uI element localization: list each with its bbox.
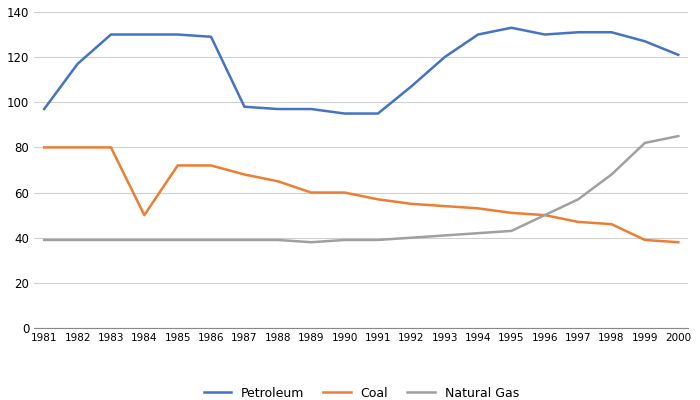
Natural Gas <box>674 134 682 138</box>
Petroleum <box>140 32 148 37</box>
Petroleum <box>340 111 349 116</box>
Natural Gas <box>274 238 282 242</box>
Petroleum <box>440 55 449 60</box>
Legend: Petroleum, Coal, Natural Gas: Petroleum, Coal, Natural Gas <box>199 382 524 400</box>
Coal <box>207 163 216 168</box>
Petroleum <box>508 25 516 30</box>
Natural Gas <box>340 238 349 242</box>
Coal <box>106 145 115 150</box>
Line: Natural Gas: Natural Gas <box>44 136 678 242</box>
Natural Gas <box>40 238 48 242</box>
Natural Gas <box>474 231 482 236</box>
Petroleum <box>640 39 649 44</box>
Line: Coal: Coal <box>44 147 678 242</box>
Coal <box>40 145 48 150</box>
Coal <box>608 222 616 226</box>
Natural Gas <box>307 240 316 245</box>
Petroleum <box>474 32 482 37</box>
Petroleum <box>307 107 316 112</box>
Coal <box>174 163 182 168</box>
Petroleum <box>240 104 248 109</box>
Coal <box>274 179 282 184</box>
Petroleum <box>274 107 282 112</box>
Natural Gas <box>508 228 516 233</box>
Coal <box>407 202 416 206</box>
Natural Gas <box>608 172 616 177</box>
Coal <box>440 204 449 208</box>
Petroleum <box>574 30 582 35</box>
Petroleum <box>407 84 416 89</box>
Petroleum <box>74 62 82 66</box>
Petroleum <box>106 32 115 37</box>
Line: Petroleum: Petroleum <box>44 28 678 114</box>
Natural Gas <box>574 197 582 202</box>
Coal <box>574 220 582 224</box>
Coal <box>474 206 482 211</box>
Petroleum <box>40 107 48 112</box>
Petroleum <box>608 30 616 35</box>
Coal <box>74 145 82 150</box>
Petroleum <box>207 34 216 39</box>
Natural Gas <box>374 238 382 242</box>
Petroleum <box>674 52 682 57</box>
Natural Gas <box>407 235 416 240</box>
Coal <box>508 210 516 215</box>
Coal <box>307 190 316 195</box>
Coal <box>240 172 248 177</box>
Natural Gas <box>440 233 449 238</box>
Natural Gas <box>174 238 182 242</box>
Natural Gas <box>640 140 649 145</box>
Petroleum <box>374 111 382 116</box>
Natural Gas <box>207 238 216 242</box>
Coal <box>374 197 382 202</box>
Coal <box>140 213 148 218</box>
Coal <box>540 213 549 218</box>
Coal <box>340 190 349 195</box>
Natural Gas <box>540 213 549 218</box>
Natural Gas <box>240 238 248 242</box>
Natural Gas <box>140 238 148 242</box>
Coal <box>674 240 682 245</box>
Petroleum <box>540 32 549 37</box>
Petroleum <box>174 32 182 37</box>
Natural Gas <box>106 238 115 242</box>
Natural Gas <box>74 238 82 242</box>
Coal <box>640 238 649 242</box>
